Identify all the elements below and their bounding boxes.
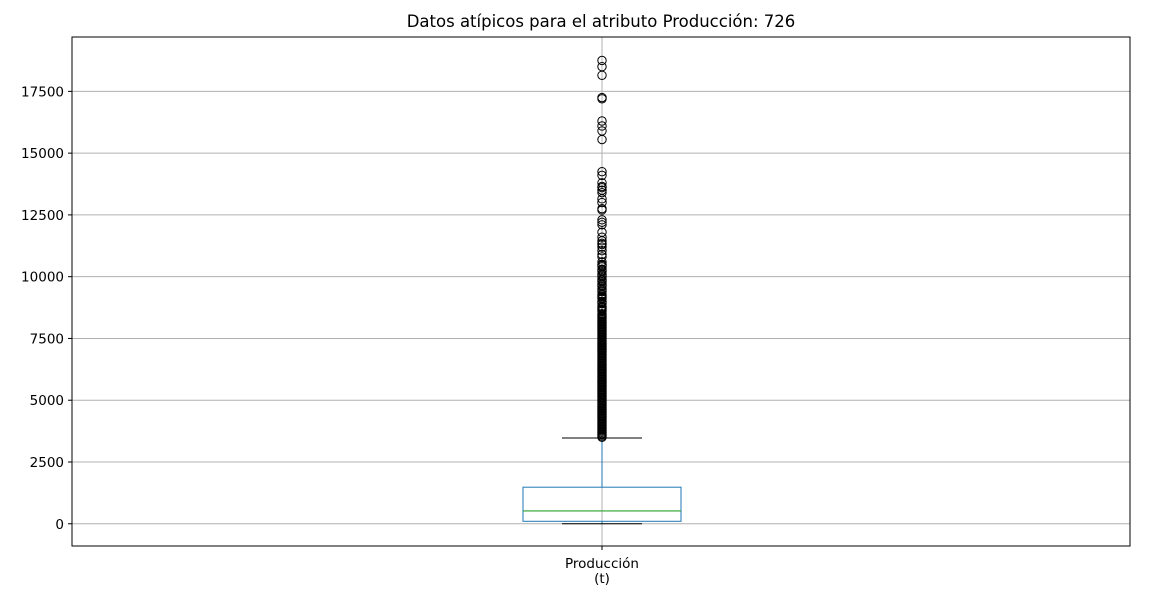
y-tick-label: 5000 <box>30 393 64 409</box>
outlier-point <box>597 70 607 80</box>
outlier-point <box>597 299 607 309</box>
outlier-point <box>597 217 607 228</box>
y-tick-label: 2500 <box>30 455 64 471</box>
chart-title: Datos atípicos para el atributo Producci… <box>407 12 796 31</box>
x-tick-label: Producción <box>565 556 639 572</box>
outlier-point <box>597 205 607 215</box>
outlier-point <box>597 246 607 256</box>
y-tick-label: 10000 <box>21 270 64 286</box>
outlier-point <box>597 55 607 66</box>
outlier-point <box>597 183 607 193</box>
x-axis: Producción(t) <box>565 546 639 587</box>
outlier-points <box>597 55 607 442</box>
outlier-point <box>597 170 607 181</box>
y-tick-label: 17500 <box>21 84 64 100</box>
outlier-point <box>597 286 607 297</box>
iqr-box <box>522 486 682 522</box>
y-tick-label: 15000 <box>21 146 64 162</box>
x-tick-label: (t) <box>594 571 610 587</box>
outlier-point <box>597 220 607 230</box>
outlier-point <box>597 187 607 198</box>
y-axis: 0 2500 5000 7500 10000 12500 15000 17500 <box>21 84 72 533</box>
outlier-point <box>597 215 607 225</box>
box-plot-series <box>522 437 682 525</box>
y-tick-label: 7500 <box>30 331 64 347</box>
outlier-point <box>597 94 607 104</box>
outlier-point <box>597 242 607 252</box>
outlier-point <box>597 249 607 260</box>
y-tick-label: 12500 <box>21 208 64 224</box>
outlier-point <box>597 194 607 204</box>
plot-area-frame <box>71 36 1131 547</box>
outlier-point <box>597 232 607 242</box>
outlier-point <box>597 236 607 246</box>
outlier-point <box>597 166 607 177</box>
outlier-point <box>597 178 607 188</box>
y-tick-label: 0 <box>55 517 64 533</box>
outlier-point <box>597 197 607 208</box>
outlier-point <box>597 134 607 145</box>
outlier-point <box>597 116 607 126</box>
outlier-point <box>597 121 607 131</box>
outlier-point <box>597 432 607 442</box>
outlier-point <box>597 239 607 250</box>
